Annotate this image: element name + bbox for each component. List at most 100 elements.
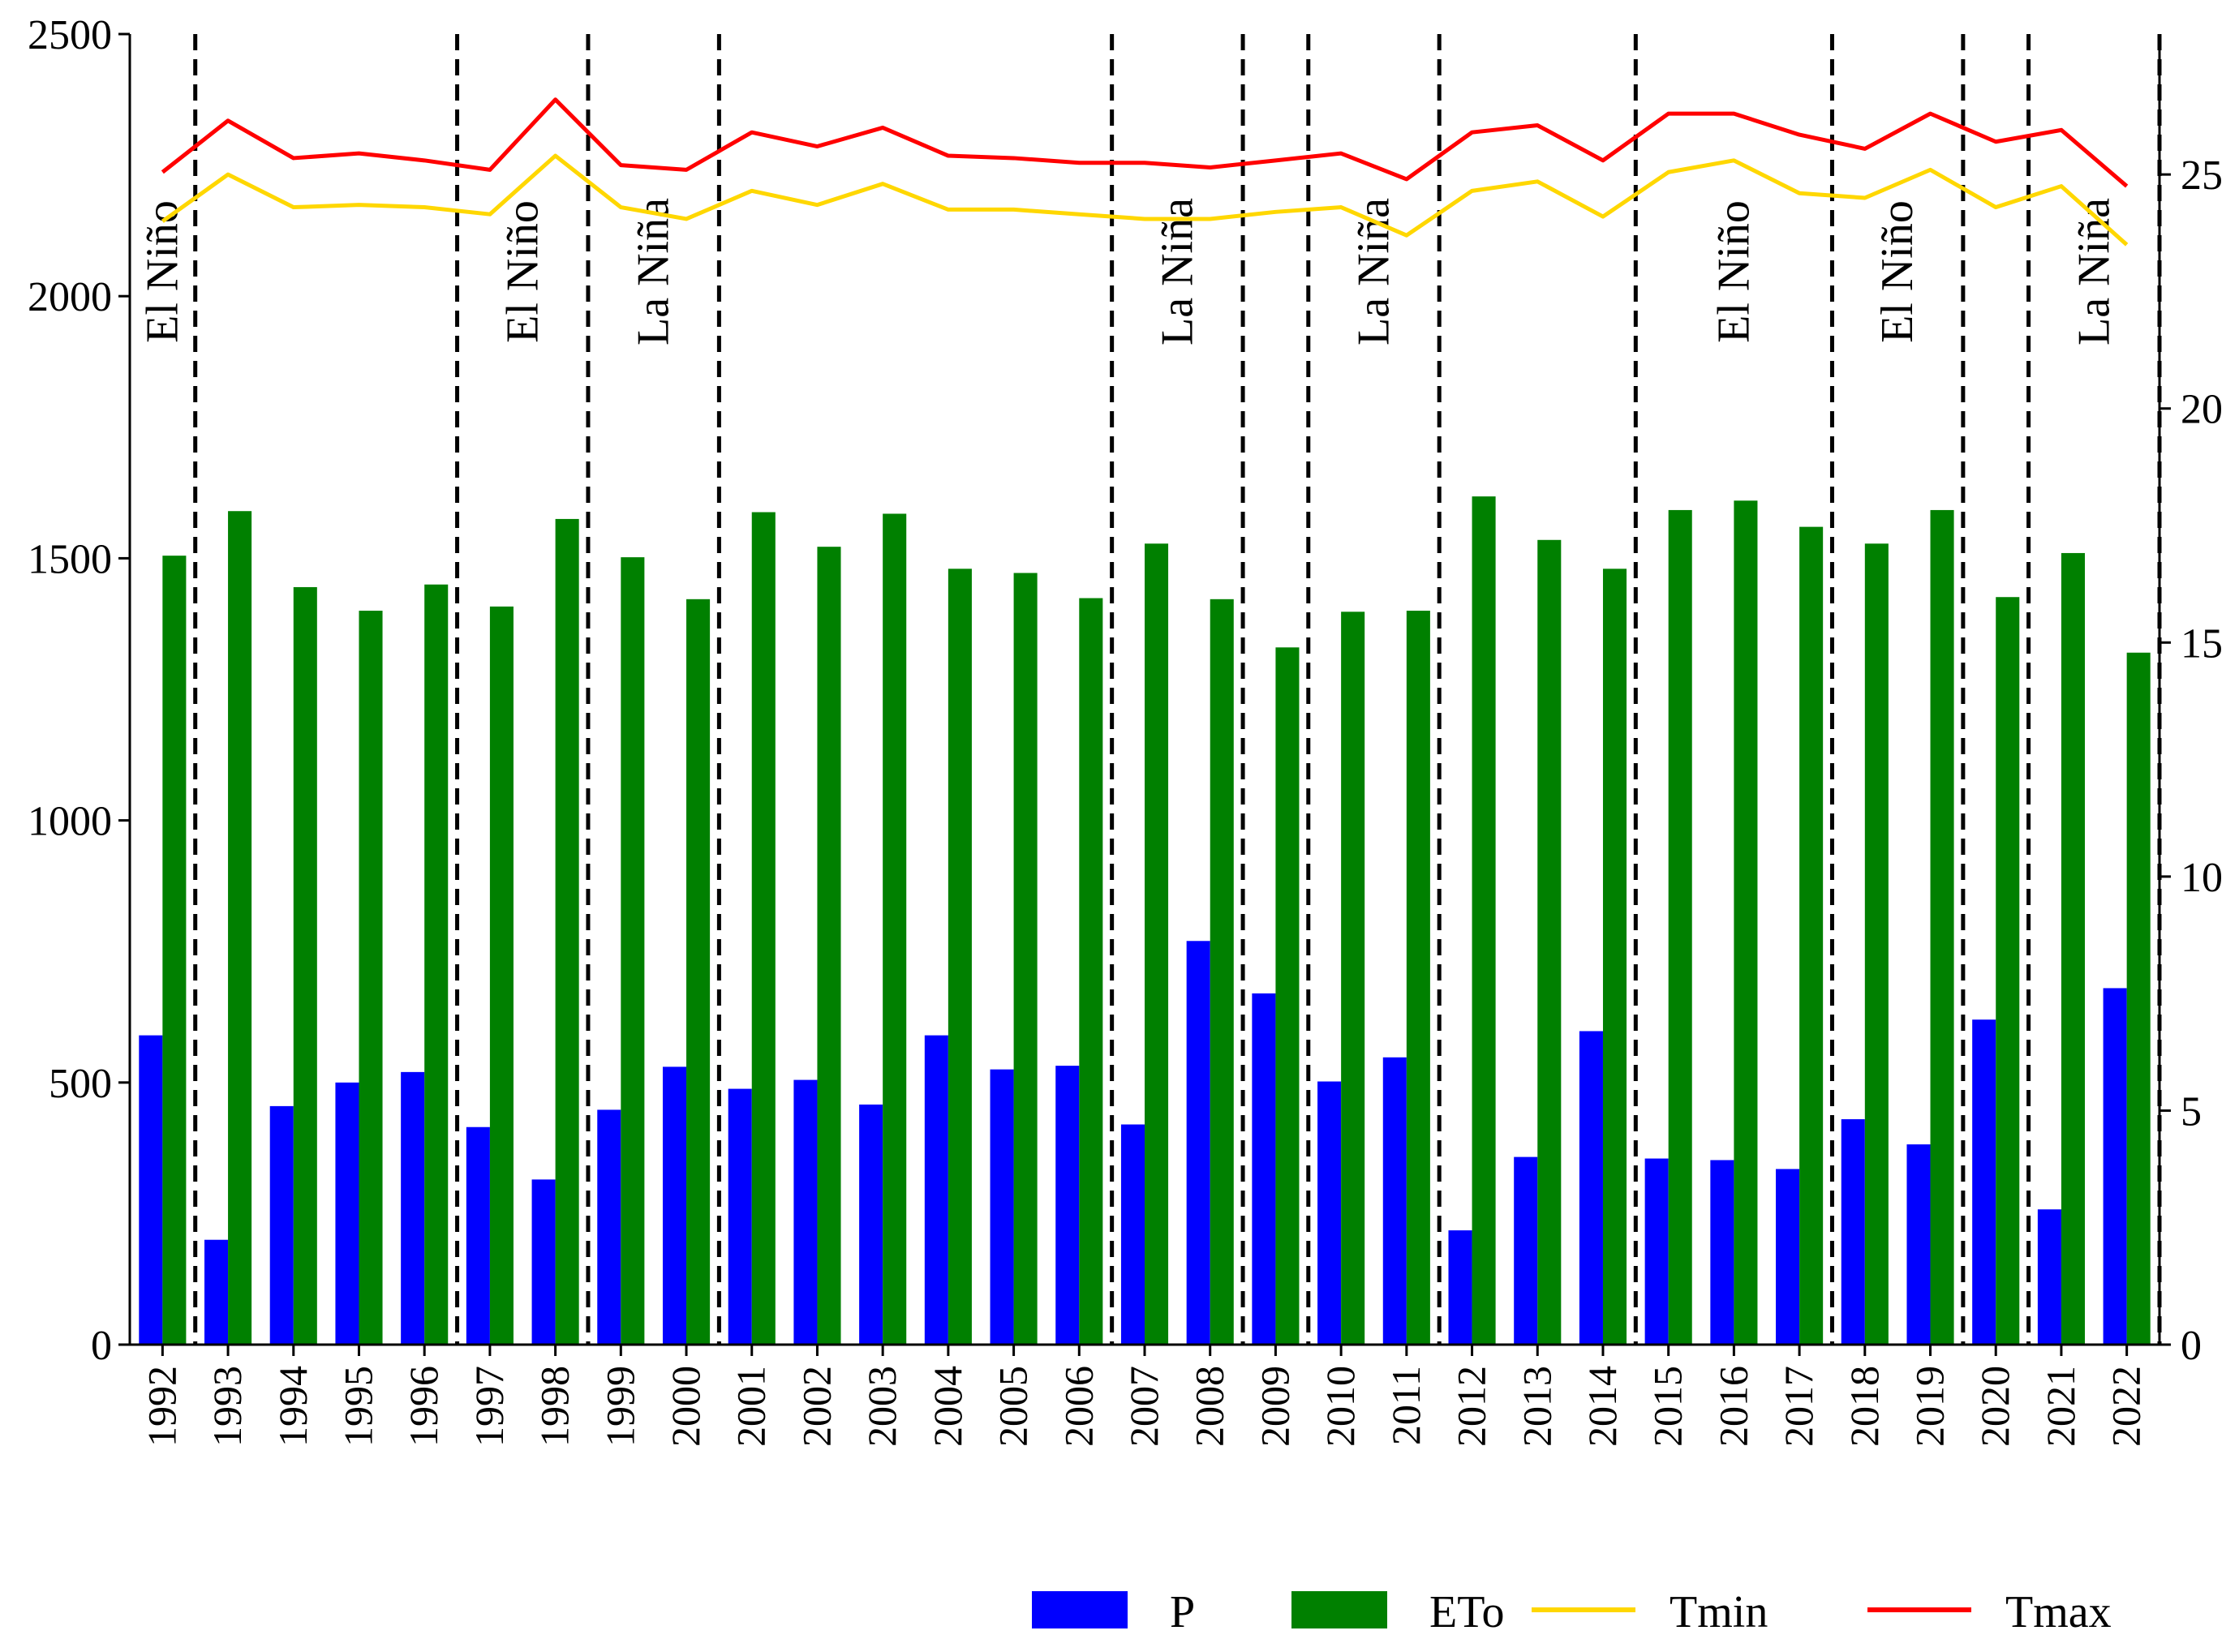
y2-tick-label-5: 5 [2181,1088,2202,1135]
x-tick-label-1999: 1999 [597,1366,642,1447]
bar-eto-2017 [1799,526,1824,1345]
bar-eto-1993 [228,511,252,1345]
legend-label-tmax: Tmax [2005,1587,2112,1637]
bar-eto-2000 [686,599,711,1345]
bar-p-1998 [531,1179,556,1345]
bar-p-2021 [2037,1209,2061,1345]
legend-label-p: P [1170,1587,1195,1637]
y2-tick-label-25: 25 [2181,152,2223,199]
bar-p-2016 [1710,1160,1734,1345]
enso-label-2007-2008: La Niña [1152,198,1202,345]
x-tick-label-2014: 2014 [1579,1366,1625,1447]
x-tick-label-2016: 2016 [1710,1366,1756,1447]
y2-tick-label-10: 10 [2181,855,2223,901]
x-tick-label-2017: 2017 [1776,1366,1821,1447]
bar-eto-2005 [1013,573,1038,1345]
x-tick-label-1996: 1996 [401,1366,446,1447]
line-tmin [161,153,2129,247]
legend-swatch-eto [1291,1591,1387,1628]
x-tick-label-2007: 2007 [1121,1366,1167,1447]
x-tick-label-1994: 1994 [270,1366,316,1447]
bar-p-2022 [2103,988,2127,1345]
enso-label-1992-1992: El Niño [137,200,187,343]
bar-p-2020 [1972,1019,1996,1345]
x-tick-label-2009: 2009 [1252,1366,1297,1447]
x-tick-label-2019: 2019 [1907,1366,1953,1447]
bar-p-2018 [1841,1119,1865,1345]
bar-eto-2008 [1210,599,1234,1345]
bar-eto-1999 [621,557,645,1345]
bar-eto-2016 [1734,500,1758,1345]
x-tick-label-2011: 2011 [1383,1366,1429,1445]
y2-tick-label-0: 0 [2181,1323,2202,1369]
x-tick-label-2022: 2022 [2104,1366,2149,1447]
bar-p-1997 [466,1126,490,1345]
x-tick-label-2021: 2021 [2038,1366,2083,1447]
enso-label-2021-2022: La Niña [2069,198,2119,345]
bar-eto-1994 [293,586,317,1345]
bar-eto-2004 [948,569,972,1345]
bar-eto-2002 [817,547,841,1345]
x-tick-label-2002: 2002 [793,1366,839,1447]
x-tick-label-1993: 1993 [204,1366,250,1447]
legend-label-tmin: Tmin [1670,1587,1768,1637]
x-tick-label-2012: 2012 [1449,1366,1494,1447]
bar-eto-2015 [1668,509,1692,1345]
bars-layer [139,496,2151,1345]
bar-p-2019 [1906,1144,1931,1345]
bar-eto-2007 [1145,543,1169,1345]
bar-eto-2009 [1275,647,1300,1345]
x-tick-label-2006: 2006 [1055,1366,1101,1447]
bar-p-2017 [1776,1169,1800,1345]
bar-p-1996 [401,1071,425,1345]
x-tick-label-2003: 2003 [859,1366,905,1447]
enso-layer: El Niño El Niño La Niña La Niña La Niña El Ni… [137,34,2162,1345]
bar-p-2009 [1252,993,1276,1345]
bar-eto-2012 [1472,496,1496,1345]
bar-eto-1996 [424,584,449,1345]
y-tick-label-2500: 2500 [28,12,112,58]
bar-p-2011 [1382,1057,1407,1345]
bar-eto-1997 [489,606,514,1345]
bar-p-1999 [597,1109,621,1345]
enso-label-1999-2000: La Niña [629,198,679,345]
bar-p-2010 [1317,1081,1342,1345]
bar-eto-2006 [1079,598,1103,1345]
x-tick-label-2010: 2010 [1317,1366,1363,1447]
x-tick-label-2013: 2013 [1514,1366,1559,1447]
bar-p-1995 [335,1082,359,1345]
x-tick-label-2015: 2015 [1645,1366,1691,1447]
x-tick-label-2020: 2020 [1972,1366,2018,1447]
legend-label-eto: ETo [1429,1587,1505,1637]
x-tick-label-1995: 1995 [335,1366,380,1447]
bar-p-2007 [1120,1124,1145,1345]
bar-p-2002 [793,1079,818,1345]
bar-p-2013 [1514,1156,1538,1345]
bar-p-2003 [859,1104,883,1345]
bar-eto-1998 [555,518,579,1345]
bar-eto-2021 [2061,552,2085,1345]
bar-p-1994 [269,1105,294,1345]
y-tick-label-1500: 1500 [28,536,112,582]
bar-eto-2011 [1406,611,1430,1345]
y2-tick-label-15: 15 [2181,620,2223,667]
line-tmax [161,97,2129,188]
bar-eto-2018 [1864,543,1889,1345]
x-tick-label-1998: 1998 [532,1366,578,1447]
axes-layer: 0 500 1000 1500 2000 2500 0 5 10 15 20 25 1992 1993 19… [28,12,2223,1447]
bar-eto-2003 [883,513,907,1345]
y-tick-label-0: 0 [91,1323,112,1369]
bar-p-2004 [924,1035,948,1345]
bar-p-2001 [728,1088,752,1345]
bar-eto-1992 [162,556,187,1345]
enso-label-1997-1998: El Niño [497,200,548,343]
x-tick-label-2005: 2005 [991,1366,1036,1447]
x-tick-label-2018: 2018 [1841,1366,1887,1447]
bar-p-2000 [662,1066,687,1345]
bar-p-2008 [1186,941,1210,1345]
x-tick-label-2000: 2000 [663,1366,708,1447]
bar-eto-1995 [359,611,383,1345]
legend: P ETo Tmin Tmax [1032,1587,2112,1637]
enso-label-2015-2017: El Niño [1708,200,1759,343]
